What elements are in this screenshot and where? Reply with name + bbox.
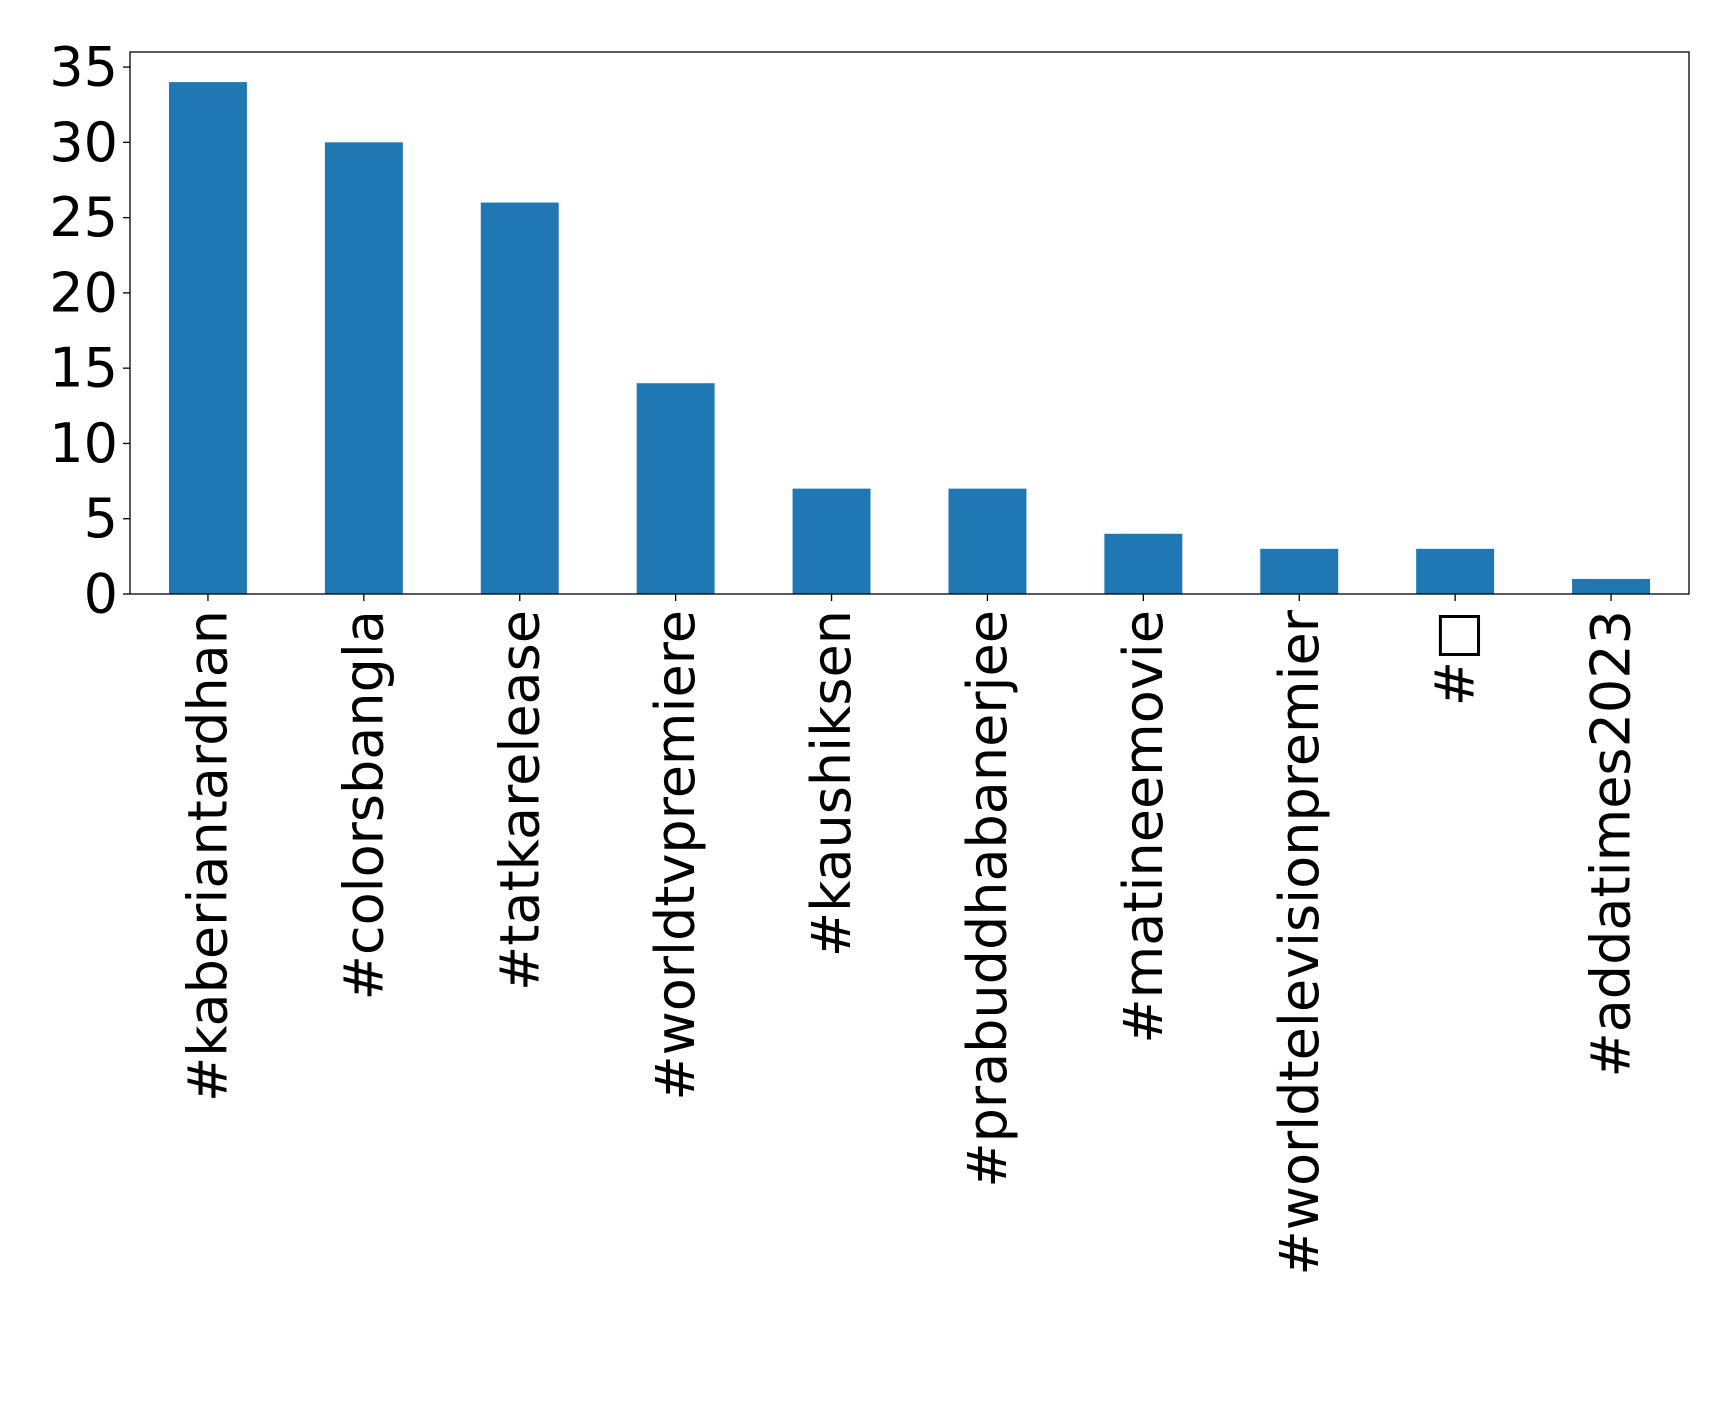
x-tick-label: #kaberiantardhan bbox=[176, 610, 239, 1102]
bar bbox=[636, 383, 715, 594]
y-tick-label: 0 bbox=[84, 563, 118, 626]
x-tick-label: #prabuddhabanerjee bbox=[956, 610, 1019, 1188]
bar bbox=[1572, 578, 1651, 594]
y-tick-label: 5 bbox=[84, 487, 118, 550]
x-tick-label: #addatimes2023 bbox=[1580, 610, 1643, 1078]
x-tick-label: #kaushiksen bbox=[800, 610, 863, 957]
x-tick-label: #colorsbangla bbox=[332, 610, 395, 1000]
bar bbox=[792, 488, 871, 594]
bar bbox=[480, 202, 559, 595]
bar bbox=[1260, 548, 1339, 594]
x-tick-label: #□ bbox=[1424, 610, 1487, 706]
y-tick-label: 20 bbox=[49, 261, 118, 324]
y-axis: 0 5 10 15 20 25 30 35 bbox=[49, 36, 130, 626]
y-tick-label: 15 bbox=[49, 337, 118, 400]
x-tick-label: #tatkarelease bbox=[488, 610, 551, 991]
bar bbox=[1416, 548, 1495, 594]
y-tick-label: 35 bbox=[49, 36, 118, 99]
plot-frame bbox=[129, 51, 1690, 595]
x-tick-label: #matineemovie bbox=[1112, 610, 1175, 1044]
bar bbox=[1104, 533, 1183, 594]
bar bbox=[324, 142, 403, 595]
y-tick-label: 10 bbox=[49, 412, 118, 475]
bar bbox=[948, 488, 1027, 594]
y-tick-label: 30 bbox=[49, 111, 118, 174]
bar bbox=[168, 82, 247, 594]
y-tick-label: 25 bbox=[49, 186, 118, 249]
bars-group bbox=[168, 82, 1651, 595]
x-tick-label: #worldtelevisionpremier bbox=[1268, 609, 1331, 1275]
x-tick-label: #worldtvpremiere bbox=[644, 610, 707, 1101]
x-axis: #kaberiantardhan #colorsbangla #tatkarelea… bbox=[176, 594, 1643, 1275]
